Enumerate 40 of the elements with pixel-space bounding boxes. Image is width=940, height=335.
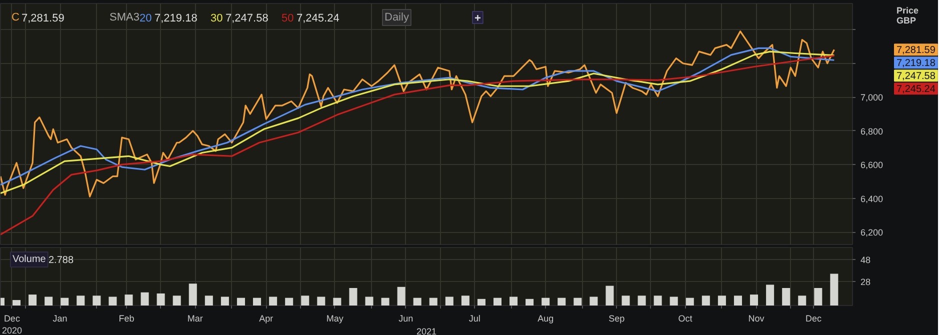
text: 30: [210, 12, 223, 24]
annotation: +: [474, 12, 481, 24]
x-tick-label: Oct: [678, 314, 693, 324]
text: 50: [282, 12, 294, 24]
x-tick-label: Mar: [187, 314, 203, 324]
y-tick-label: 7,000: [860, 92, 884, 103]
y-tick-label: 6,600: [860, 160, 884, 170]
y-tick-label: 6,200: [860, 228, 884, 238]
text: 7,219.18: [896, 58, 936, 70]
x-tick-label: Aug: [538, 314, 554, 324]
x-axis-title: 2021: [416, 326, 437, 335]
text: 7,245.24: [896, 84, 936, 96]
x-tick-label: Jun: [398, 314, 414, 324]
x-tick-label: Dec 2020: [2, 314, 22, 335]
annotation: 7,219.18: [154, 12, 198, 24]
x-tick-label: May: [326, 314, 344, 324]
x-tick-label: Jul: [468, 314, 480, 324]
annotation: 7,281.59: [22, 12, 64, 24]
x-tick-label: Dec: [806, 314, 822, 324]
x-tick-label: Feb: [118, 314, 134, 324]
annotation: 7,247.58: [226, 12, 268, 24]
text: 7,247.58: [896, 71, 936, 82]
y-axis-title: Price GBP: [896, 6, 919, 26]
annotation: 2.788: [48, 255, 74, 266]
y-tick-label: 6,400: [860, 194, 884, 204]
y-tick-label: 6,800: [860, 126, 884, 136]
y-tick-label: 28: [860, 276, 871, 287]
annotation: SMA3: [110, 12, 140, 24]
x-tick-label: Nov: [748, 314, 765, 324]
text: 7,281.59: [896, 45, 936, 56]
text: 20: [140, 12, 152, 24]
text: Volume: [12, 254, 46, 265]
text: C: [12, 12, 20, 24]
x-tick-label: Apr: [259, 314, 274, 324]
y-tick-label: 48: [860, 255, 871, 266]
x-tick-label: Jan: [52, 314, 68, 324]
line-series: [0, 54, 835, 236]
x-tick-label: Sep: [608, 314, 625, 324]
annotation: Daily: [384, 12, 410, 24]
annotation: 7,245.24: [296, 12, 340, 24]
